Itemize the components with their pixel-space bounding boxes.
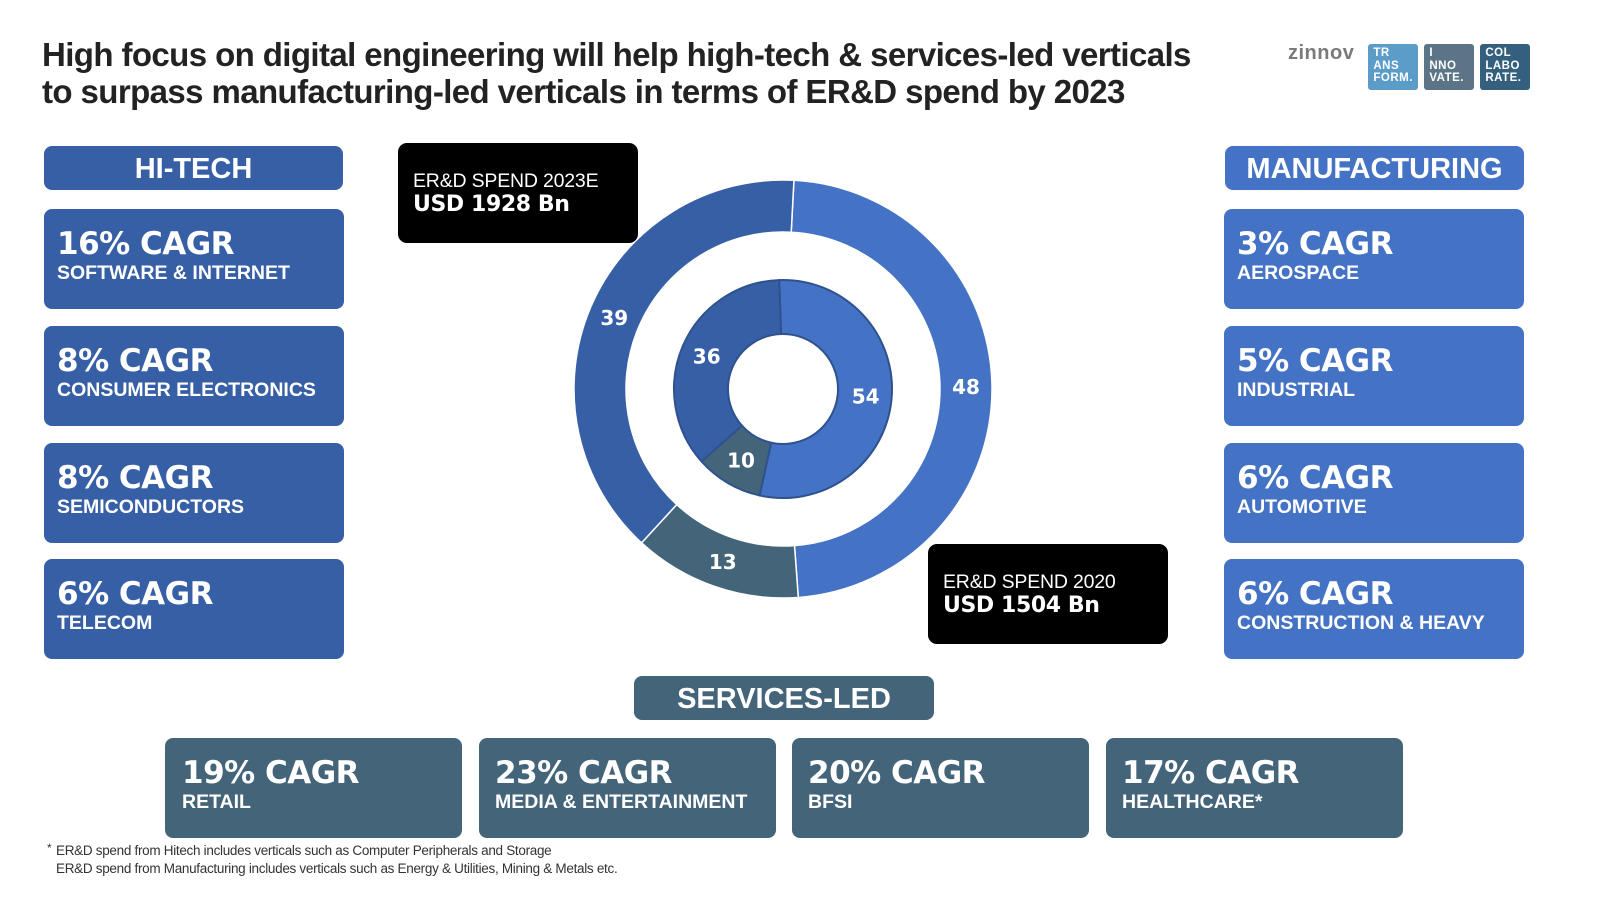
hitech-card: 8% CAGR SEMICONDUCTORS	[44, 443, 344, 543]
vertical-name: AEROSPACE	[1237, 262, 1360, 284]
cagr-value: 23% CAGR	[495, 755, 673, 791]
cagr-value: 8% CAGR	[57, 343, 213, 379]
title-line-1: High focus on digital engineering will h…	[42, 36, 1191, 73]
manufacturing-card: 3% CAGR AEROSPACE	[1224, 209, 1524, 309]
hitech-header: HI-TECH	[44, 146, 343, 190]
callout-2020: ER&D SPEND 2020 USD 1504 Bn	[928, 544, 1168, 644]
outer-ring-slice-hi-tech	[573, 179, 795, 544]
manufacturing-card: 6% CAGR CONSTRUCTION & HEAVY	[1224, 559, 1524, 659]
cagr-value: 20% CAGR	[808, 755, 986, 791]
vertical-name: CONSTRUCTION & HEAVY	[1237, 612, 1485, 634]
logo-tile-text: LABO	[1485, 59, 1520, 72]
vertical-name: AUTOMOTIVE	[1237, 496, 1367, 518]
vertical-name: SEMICONDUCTORS	[57, 496, 245, 518]
cagr-value: 6% CAGR	[1237, 460, 1393, 496]
footnote: * ER&D spend from Hitech includes vertic…	[47, 841, 618, 878]
services-card: 23% CAGR MEDIA & ENTERTAINMENT	[479, 738, 776, 838]
services-card: 17% CAGR HEALTHCARE*	[1106, 738, 1403, 838]
cagr-value: 16% CAGR	[57, 226, 235, 262]
vertical-name: RETAIL	[182, 791, 251, 813]
logo-tile-text: NNO	[1429, 59, 1457, 72]
inner-ring-label-manufacturing: 54	[852, 385, 880, 409]
outer-ring-label-manufacturing: 48	[952, 375, 980, 399]
cagr-value: 6% CAGR	[57, 576, 213, 612]
cagr-value: 19% CAGR	[182, 755, 360, 791]
hitech-card: 6% CAGR TELECOM	[44, 559, 344, 659]
inner-ring-label-hi-tech: 36	[693, 344, 721, 368]
logo-tile-text: I	[1429, 47, 1434, 59]
cagr-value: 6% CAGR	[1237, 576, 1393, 612]
callout-label: ER&D SPEND 2023E	[413, 170, 599, 192]
cagr-value: 5% CAGR	[1237, 343, 1393, 379]
hitech-card: 8% CAGR CONSUMER ELECTRONICS	[44, 326, 344, 426]
vertical-name: HEALTHCARE*	[1122, 791, 1263, 813]
logo-tile-text: TR	[1373, 47, 1390, 59]
inner-ring-slice-manufacturing	[758, 279, 893, 499]
title-line-2: to surpass manufacturing-led verticals i…	[42, 73, 1125, 110]
services-card: 19% CAGR RETAIL	[165, 738, 462, 838]
callout-value: USD 1928 Bn	[413, 192, 570, 217]
logo-tile-text: COL	[1485, 47, 1512, 59]
vertical-name: BFSI	[808, 791, 853, 813]
services-card: 20% CAGR BFSI	[792, 738, 1089, 838]
cagr-value: 8% CAGR	[57, 460, 213, 496]
logo-wordmark: zinnov	[1288, 42, 1355, 64]
manufacturing-card: 5% CAGR INDUSTRIAL	[1224, 326, 1524, 426]
vertical-name: TELECOM	[57, 612, 153, 634]
hitech-card: 16% CAGR SOFTWARE & INTERNET	[44, 209, 344, 309]
logo-tile-transform: TR ANS FORM.	[1368, 44, 1419, 90]
page-title: High focus on digital engineering will h…	[42, 36, 1222, 110]
manufacturing-card: 6% CAGR AUTOMOTIVE	[1224, 443, 1524, 543]
outer-ring-slice-manufacturing	[790, 179, 993, 599]
inner-ring-slice-hi-tech	[673, 279, 783, 463]
cagr-value: 17% CAGR	[1122, 755, 1300, 791]
logo-tile-innovate: I NNO VATE.	[1424, 44, 1475, 90]
services-header: SERVICES-LED	[634, 676, 934, 720]
callout-2023: ER&D SPEND 2023E USD 1928 Bn	[398, 143, 638, 243]
footnote-asterisk: *	[47, 841, 52, 855]
logo-tile-text: FORM.	[1373, 72, 1413, 84]
vertical-name: SOFTWARE & INTERNET	[57, 262, 290, 284]
footnote-line-1: ER&D spend from Hitech includes vertical…	[56, 843, 552, 858]
footnote-line-2: ER&D spend from Manufacturing includes v…	[56, 861, 618, 876]
logo-tile-text: ANS	[1373, 59, 1400, 72]
manufacturing-header: MANUFACTURING	[1225, 146, 1524, 190]
vertical-name: MEDIA & ENTERTAINMENT	[495, 791, 748, 813]
cagr-value: 3% CAGR	[1237, 226, 1393, 262]
outer-ring-label-services-led: 13	[709, 550, 737, 574]
callout-value: USD 1504 Bn	[943, 593, 1100, 618]
logo-tile-text: VATE.	[1429, 72, 1465, 84]
vertical-name: INDUSTRIAL	[1237, 379, 1356, 401]
vertical-name: CONSUMER ELECTRONICS	[57, 379, 316, 401]
inner-ring-label-services-led: 10	[727, 449, 755, 473]
logo-tile-collaborate: COL LABO RATE.	[1480, 44, 1531, 90]
zinnov-logo: zinnov TR ANS FORM. I NNO VATE. COL LABO…	[1288, 42, 1531, 90]
logo-tile-text: RATE.	[1485, 72, 1522, 84]
callout-label: ER&D SPEND 2020	[943, 571, 1116, 593]
outer-ring-label-hi-tech: 39	[600, 306, 628, 330]
